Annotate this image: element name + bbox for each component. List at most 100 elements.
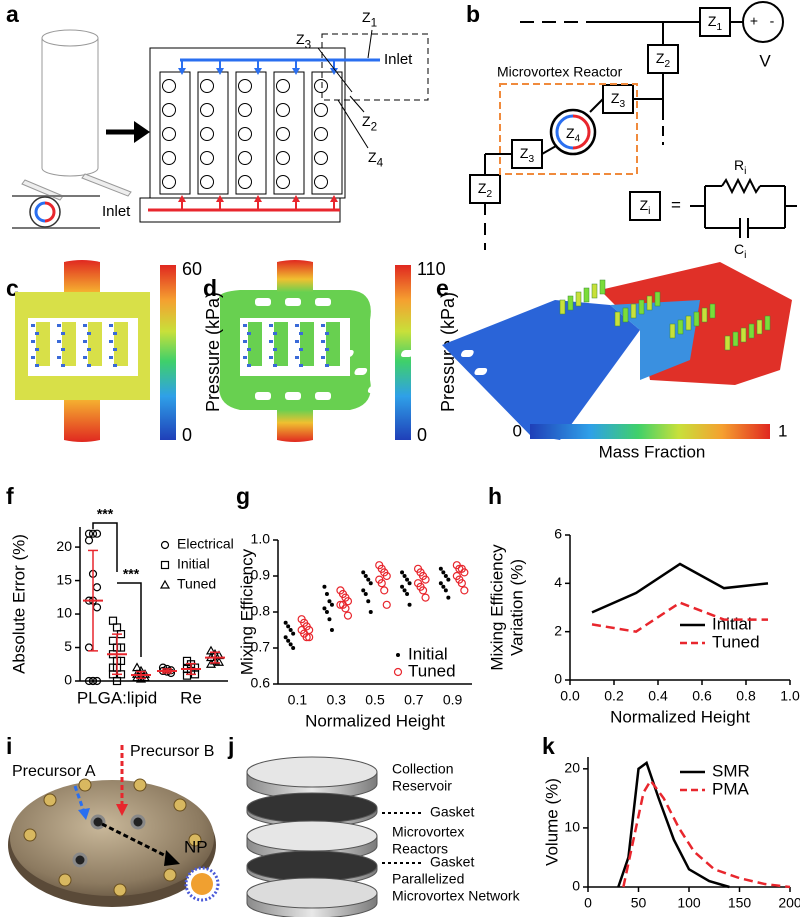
panel-label: f (6, 483, 14, 509)
legend-label: Initial (177, 556, 210, 572)
vortex-blue (34, 201, 46, 223)
finger (62, 322, 76, 366)
outlet-bar (81, 173, 132, 197)
network-plate-top (246, 877, 378, 909)
pillar (109, 340, 113, 343)
subscript: 1 (716, 22, 722, 33)
wire (589, 98, 604, 113)
blue-arrow-head (254, 68, 262, 75)
bolt (188, 833, 202, 847)
pillar (299, 348, 303, 351)
marker (209, 655, 221, 665)
marker (405, 592, 410, 596)
y-tick-label: 2 (554, 622, 562, 638)
network-column (197, 71, 229, 195)
pillar (57, 340, 61, 343)
symbol: Z (478, 180, 487, 196)
inlet-label: Inlet (384, 51, 413, 68)
reactor (238, 103, 252, 117)
source-label: V (759, 51, 771, 70)
symbol: Z (640, 197, 649, 213)
subscript: 2 (371, 120, 378, 133)
subscript: i (744, 166, 746, 177)
symbol: Z (362, 113, 371, 129)
marker (400, 570, 405, 575)
pillar (243, 356, 247, 359)
vortex-red (44, 201, 56, 223)
pillar (622, 307, 629, 323)
pillar (693, 311, 700, 327)
pillar (325, 348, 329, 351)
impedance-box (647, 44, 679, 74)
marker (305, 633, 314, 642)
domain-mid (610, 300, 700, 380)
pillar (295, 340, 299, 343)
marker (288, 628, 293, 632)
red-arrow-head (292, 195, 300, 202)
marker (341, 604, 350, 613)
impedance-label: Z3 (296, 31, 311, 52)
domain-blue (442, 300, 640, 440)
reactor (314, 175, 328, 189)
series-line (591, 601, 768, 633)
y-tick-label: 15 (56, 571, 72, 587)
reactor (162, 175, 176, 189)
x-tick-label: 0.8 (736, 688, 756, 704)
reactor (314, 103, 328, 117)
marker (329, 602, 334, 607)
reactor (162, 79, 176, 93)
layer-label: Collection (392, 761, 453, 777)
colorbar-label: Pressure (kPa) (438, 292, 458, 412)
y-tick-label: 4 (554, 574, 562, 590)
bolt (43, 793, 57, 807)
bolt (113, 883, 127, 897)
hole (285, 298, 301, 306)
network-column (311, 71, 343, 195)
pillar (732, 331, 739, 347)
subscript: 2 (486, 189, 492, 200)
marker (139, 672, 151, 682)
x-tick-label: 0.4 (648, 688, 668, 704)
voltage-source (742, 1, 784, 43)
source-minus: - (770, 13, 775, 29)
colorbar (160, 265, 176, 440)
x-tick-label: 0.7 (404, 692, 424, 708)
marker (457, 579, 466, 588)
impedance-label: Z1 (708, 13, 723, 33)
bolt (173, 798, 187, 812)
marker (302, 633, 311, 642)
pillar (701, 307, 708, 323)
red-arrow-head (330, 195, 338, 202)
pillar (764, 315, 771, 331)
legend-label: Initial (712, 614, 752, 633)
marker (108, 636, 118, 645)
x-tick-label: 0.0 (560, 688, 580, 704)
pillar (567, 295, 574, 311)
marker (160, 560, 170, 570)
panel-label: d (203, 275, 217, 301)
legend-label: Tuned (408, 661, 456, 680)
pillar (748, 323, 755, 339)
pillar (325, 332, 329, 335)
x-axis-label: Size (nm) (653, 914, 726, 917)
colorbar-max: 110 (417, 259, 446, 279)
hole (285, 392, 301, 400)
marker (407, 581, 412, 586)
pillar (614, 311, 621, 327)
marker (131, 672, 143, 682)
legend-label: Initial (408, 644, 448, 663)
arrow-a (73, 785, 86, 813)
arrow-np-head (164, 850, 180, 866)
marker (361, 588, 366, 593)
y-axis-label: Absolute Error (%) (9, 534, 28, 674)
colorbar-min: 0 (513, 421, 522, 440)
x-tick-label: 150 (728, 895, 752, 911)
pillar (113, 348, 117, 351)
y-tick-label: 0 (572, 878, 580, 894)
x-axis-label: Normalized Height (305, 711, 445, 730)
x-tick-label: 100 (677, 895, 701, 911)
resistor (721, 177, 761, 195)
reactor (238, 175, 252, 189)
marker (322, 606, 327, 611)
marker (382, 571, 391, 581)
